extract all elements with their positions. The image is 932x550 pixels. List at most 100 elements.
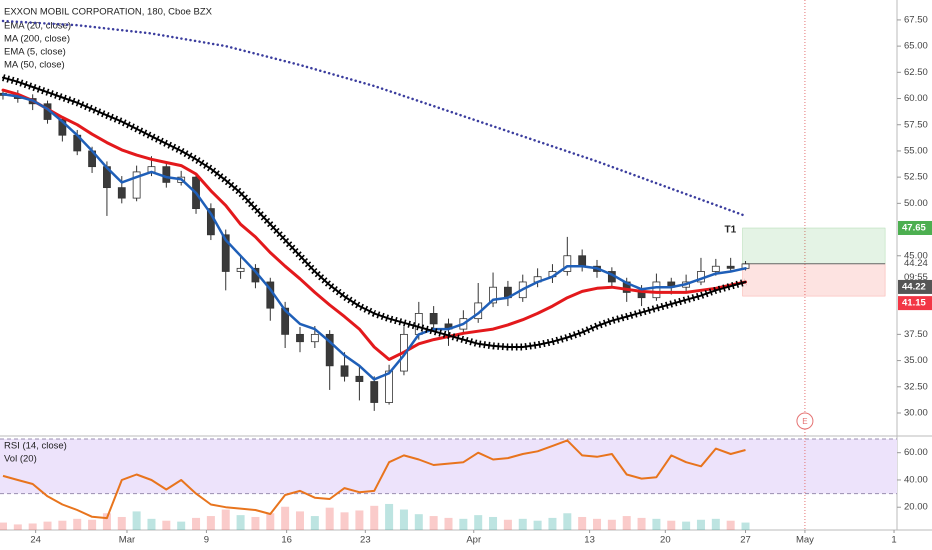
- volume-bar: [13, 524, 22, 530]
- last-price-label-box: [898, 279, 932, 294]
- volume-bar: [192, 517, 201, 530]
- volume-bar: [370, 505, 379, 530]
- volume-bar: [147, 518, 156, 530]
- volume-bar: [637, 517, 646, 530]
- volume-bar: [474, 515, 483, 530]
- y-tick-label: 35.00: [904, 355, 928, 366]
- rsi-tick-label: 40.00: [904, 474, 928, 485]
- volume-bar: [0, 522, 7, 530]
- target-label-box: [898, 220, 932, 235]
- y-tick-label: 67.50: [904, 14, 928, 25]
- rsi-band: [0, 439, 897, 494]
- y-tick-label: 30.00: [904, 408, 928, 419]
- legend-entry: EMA (20, close): [4, 21, 71, 32]
- volume-bar: [726, 520, 735, 530]
- volume-bar: [28, 523, 37, 530]
- x-tick-label: 24: [30, 535, 41, 546]
- volume-bar: [503, 519, 512, 530]
- rsi-legend: RSI (14, close): [4, 441, 67, 452]
- stop-label-box: [898, 296, 932, 311]
- x-tick-label: 9: [204, 535, 209, 546]
- volume-bar: [325, 507, 334, 530]
- candle-body: [355, 375, 364, 382]
- x-tick-label: 23: [360, 535, 371, 546]
- entry-label: 44.24: [904, 258, 928, 269]
- stop-zone: [742, 263, 886, 297]
- volume-bar: [459, 518, 468, 530]
- y-tick-label: 62.50: [904, 67, 928, 78]
- candle-body: [637, 292, 646, 299]
- position-label: T1: [725, 225, 737, 236]
- x-tick-label: 13: [584, 535, 595, 546]
- series-line: [1, 19, 747, 218]
- x-tick-label: 27: [740, 535, 751, 546]
- volume-bar: [682, 521, 691, 530]
- volume-bar: [206, 516, 215, 530]
- event-label: E: [802, 417, 807, 426]
- y-tick-label: 55.00: [904, 145, 928, 156]
- target-zone: [742, 227, 886, 264]
- candle-body: [340, 365, 349, 377]
- candle-body: [58, 119, 67, 136]
- volume-legend: Vol (20): [4, 454, 37, 465]
- legend-entry: MA (50, close): [4, 60, 65, 71]
- volume-bar: [385, 503, 394, 530]
- volume-bar: [399, 509, 408, 530]
- volume-bar: [607, 519, 616, 530]
- volume-bar: [310, 516, 319, 530]
- volume-bar: [518, 518, 527, 530]
- volume-bar: [132, 511, 141, 530]
- y-tick-label: 37.50: [904, 329, 928, 340]
- y-tick-label: 60.00: [904, 93, 928, 104]
- volume-bar: [652, 518, 661, 530]
- x-tick-label: Apr: [466, 535, 481, 546]
- volume-bar: [696, 519, 705, 530]
- countdown: 09:55: [904, 272, 928, 283]
- legend-entry: MA (200, close): [4, 34, 70, 45]
- y-tick-label: 32.50: [904, 381, 928, 392]
- volume-bar: [266, 513, 275, 530]
- volume-bar: [741, 522, 750, 530]
- candle-body: [310, 333, 319, 343]
- series-line: [2, 74, 747, 351]
- volume-bar: [548, 517, 557, 530]
- candle-body: [429, 313, 438, 325]
- volume-bar: [414, 514, 423, 530]
- x-tick-label: 1: [891, 535, 896, 546]
- volume-bar: [622, 516, 631, 530]
- volume-bar: [236, 515, 245, 530]
- candle-body: [370, 381, 379, 403]
- volume-bar: [162, 520, 171, 530]
- x-tick-label: 16: [281, 535, 292, 546]
- volume-bar: [88, 519, 97, 530]
- rsi-tick-label: 60.00: [904, 447, 928, 458]
- volume-bar: [429, 516, 438, 530]
- y-tick-label: 50.00: [904, 198, 928, 209]
- volume-bar: [73, 518, 82, 530]
- x-tick-label: Mar: [119, 535, 135, 546]
- candle-body: [221, 234, 230, 272]
- x-tick-label: May: [796, 535, 814, 546]
- volume-bar: [221, 509, 230, 530]
- volume-bar: [102, 513, 111, 530]
- candle-body: [281, 307, 290, 335]
- volume-bar: [533, 520, 542, 530]
- candle-body: [652, 281, 661, 299]
- volume-bar: [281, 506, 290, 530]
- candle-body: [296, 333, 304, 343]
- candle-body: [726, 265, 735, 269]
- candle-body: [578, 255, 587, 267]
- last-price-label: 44.22: [902, 281, 926, 292]
- volume-bar: [340, 512, 349, 530]
- volume-bar: [593, 518, 602, 530]
- volume-bar: [251, 516, 260, 530]
- y-tick-label: 52.50: [904, 172, 928, 183]
- series-line: [1, 88, 747, 361]
- stop-label: 41.15: [902, 298, 926, 309]
- candle-body: [385, 370, 393, 403]
- target-label: 47.65: [902, 222, 926, 233]
- y-tick-label: 45.00: [904, 250, 928, 261]
- event-marker: [796, 412, 814, 430]
- rsi-line: [2, 439, 746, 520]
